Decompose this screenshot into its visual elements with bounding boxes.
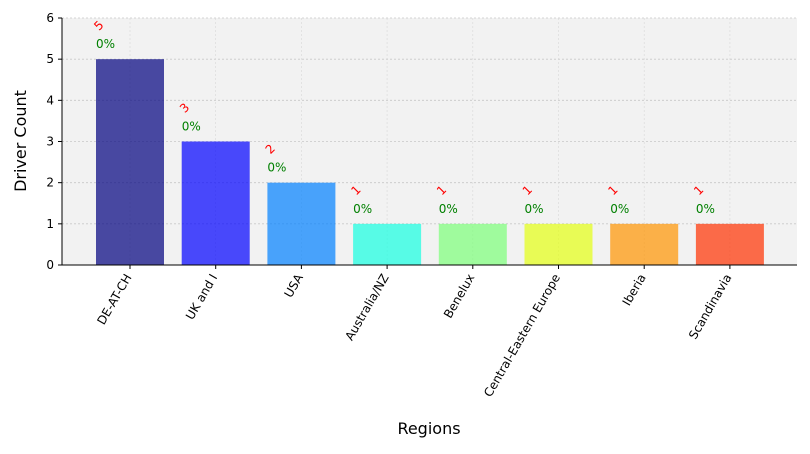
- y-tick-label: 2: [46, 176, 54, 190]
- bar: [267, 182, 336, 265]
- y-tick-label: 0: [46, 258, 54, 272]
- percent-label: 0%: [696, 202, 715, 216]
- bar: [96, 59, 164, 265]
- bar: [353, 223, 422, 265]
- bars: [96, 59, 764, 265]
- y-axis-label: Driver Count: [11, 90, 30, 192]
- percent-label: 0%: [610, 202, 629, 216]
- y-tick-label: 3: [46, 135, 54, 149]
- percent-label: 0%: [439, 202, 458, 216]
- y-tick-label: 1: [46, 217, 54, 231]
- bar: [181, 141, 250, 265]
- x-tick-label: Scandinavia: [686, 272, 735, 342]
- percent-label: 0%: [96, 37, 115, 51]
- x-tick-label: USA: [281, 271, 306, 300]
- bar: [695, 223, 764, 265]
- percent-label: 0%: [353, 202, 372, 216]
- x-tick-label: Iberia: [620, 272, 649, 309]
- x-axis-label: Regions: [397, 419, 460, 438]
- y-tick-label: 5: [46, 52, 54, 66]
- x-tick-label: UK and I: [183, 272, 220, 323]
- percent-label: 0%: [267, 161, 286, 175]
- y-tick-label: 6: [46, 11, 54, 25]
- x-tick-label: Central-Eastern Europe: [481, 272, 563, 400]
- y-tick-label: 4: [46, 93, 54, 107]
- bar: [610, 223, 679, 265]
- x-tick-label: Benelux: [441, 272, 477, 321]
- x-tick-label: DE-AT-CH: [94, 272, 134, 328]
- percent-label: 0%: [525, 202, 544, 216]
- bar: [438, 223, 507, 265]
- percent-label: 0%: [182, 120, 201, 134]
- x-tick-label: Australia/NZ: [342, 272, 391, 343]
- bar: [524, 223, 593, 265]
